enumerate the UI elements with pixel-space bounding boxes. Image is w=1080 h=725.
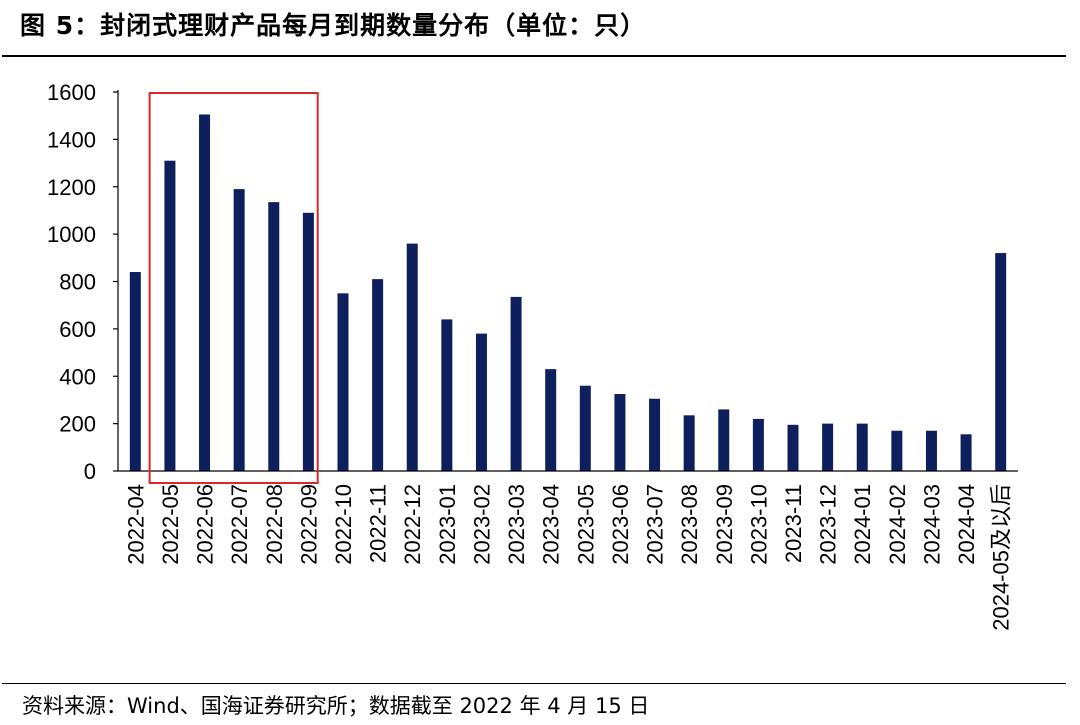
x-tick-label: 2024-02 (885, 484, 910, 565)
x-tick-label: 2022-09 (296, 484, 321, 565)
x-tick-label: 2023-06 (608, 484, 633, 565)
x-tick-label: 2023-07 (643, 484, 668, 565)
bar-2023-06 (614, 394, 626, 471)
bar-2023-12 (822, 423, 834, 471)
y-tick-label: 200 (59, 412, 96, 437)
bar-2023-02 (475, 333, 487, 471)
source-note: 资料来源：Wind、国海证券研究所；数据截至 2022 年 4 月 15 日 (22, 694, 650, 718)
bar-2022-10 (337, 293, 349, 471)
bar-2022-05 (164, 160, 176, 471)
x-axis: 2022-04 2022-05 2022-06 2022-07 2022-08 2022-… (118, 470, 1018, 631)
bar-2024-01 (856, 423, 868, 471)
y-tick-label: 1000 (47, 222, 96, 247)
x-tick-label: 2022-04 (123, 484, 148, 565)
y-tick-label: 1400 (47, 127, 96, 152)
x-tick-label: 2024-04 (954, 484, 979, 565)
highlight-box (148, 92, 319, 484)
x-tick-label: 2022-12 (400, 484, 425, 565)
bar-2023-09 (718, 409, 730, 471)
bar-2022-11 (372, 279, 384, 471)
x-tick-label: 2023-11 (781, 484, 806, 563)
x-tick-label: 2022-06 (193, 484, 218, 565)
bar-2023-01 (441, 319, 453, 471)
bar-2022-08 (268, 202, 280, 471)
x-tick-label: 2023-05 (573, 484, 598, 565)
x-tick-label: 2023-12 (816, 484, 841, 565)
bar-2023-08 (683, 415, 695, 471)
bar-2023-07 (649, 398, 661, 471)
bar-2022-12 (406, 243, 418, 471)
x-tick-label: 2023-04 (539, 484, 564, 565)
x-tick-label: 2023-10 (746, 484, 771, 565)
x-tick-label: 2023-02 (469, 484, 494, 565)
x-tick-label: 2022-10 (331, 484, 356, 565)
bar-2022-06 (199, 114, 211, 472)
x-tick-label: 2023-03 (504, 484, 529, 565)
y-tick-label: 1600 (47, 80, 96, 105)
y-tick-label: 800 (59, 270, 96, 295)
bar-series (129, 114, 1007, 472)
chart-title: 图 5：封闭式理财产品每月到期数量分布（单位：只） (20, 11, 647, 40)
title-rule (2, 55, 1066, 57)
x-tick-label: 2023-01 (435, 484, 460, 565)
bar-2022-07 (233, 189, 245, 471)
x-tick-label: 2024-03 (919, 484, 944, 565)
x-tick-label: 2024-01 (850, 484, 875, 565)
source-rule (2, 683, 1066, 684)
x-tick-label: 2023-09 (712, 484, 737, 565)
bar-2024-05及以后 (995, 253, 1007, 471)
x-tick-label: 2022-08 (262, 484, 287, 565)
bar-2023-10 (752, 418, 764, 471)
x-tick-label: 2023-08 (677, 484, 702, 565)
bar-2023-04 (545, 369, 557, 471)
bar-2024-03 (925, 430, 937, 471)
y-tick-label: 600 (59, 317, 96, 342)
y-tick-label: 1200 (47, 175, 96, 200)
x-tick-label: 2022-05 (158, 484, 183, 565)
y-axis: 0 200 400 600 800 1000 1200 1400 1600 (47, 80, 119, 484)
bar-2023-05 (579, 385, 591, 471)
x-tick-label: 2022-07 (227, 484, 252, 565)
bar-2024-02 (891, 430, 903, 471)
bar-2023-03 (510, 296, 522, 471)
y-tick-label: 0 (84, 459, 96, 484)
highlight-layer (148, 92, 319, 484)
bar-2022-04 (129, 272, 141, 471)
bar-2022-09 (302, 212, 314, 471)
y-tick-label: 400 (59, 364, 96, 389)
bar-2024-04 (960, 434, 972, 471)
bar-2023-11 (787, 424, 799, 471)
x-tick-label: 2022-11 (366, 484, 391, 563)
x-tick-label: 2024-05及以后 (989, 484, 1014, 631)
